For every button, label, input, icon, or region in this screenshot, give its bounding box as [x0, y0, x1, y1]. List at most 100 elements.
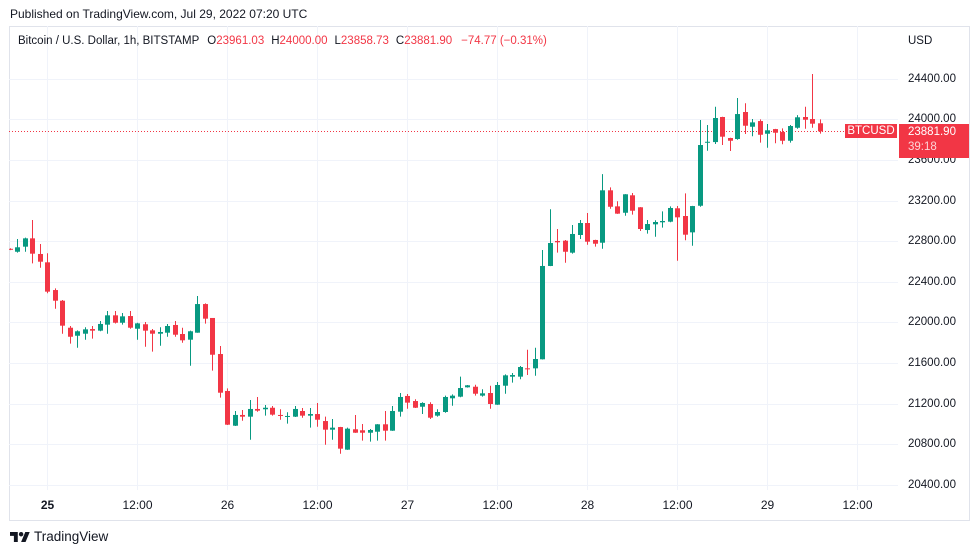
candle: [795, 115, 800, 129]
candle-body: [173, 324, 178, 335]
close-value: 23881.90: [404, 35, 453, 47]
brand-name: TradingView: [34, 529, 109, 544]
chart-frame: [9, 26, 970, 521]
candle: [765, 123, 770, 148]
candle-body: [540, 265, 545, 360]
candle: [705, 125, 710, 151]
candle-body: [38, 253, 43, 262]
candle-body: [705, 141, 710, 143]
candlestick-plot: [9, 26, 898, 490]
candle: [818, 119, 823, 134]
candle: [465, 384, 470, 388]
candle: [488, 385, 493, 409]
candle-body: [75, 331, 80, 336]
candle-body: [690, 206, 695, 233]
candle-body: [555, 240, 560, 243]
candle-body: [293, 408, 298, 417]
candle-body: [240, 414, 245, 417]
candle: [660, 211, 665, 228]
candle-body: [225, 390, 230, 425]
candle: [390, 406, 395, 431]
candle-body: [218, 354, 223, 393]
candle: [645, 219, 650, 234]
candle-body: [270, 407, 275, 415]
last-price-label: 23881.90 39:18: [899, 124, 969, 158]
candle-body: [578, 223, 583, 235]
candle-body: [548, 243, 553, 266]
candle-body: [9, 248, 13, 250]
tradingview-brand[interactable]: TradingView: [10, 529, 108, 545]
candle-body: [795, 117, 800, 128]
candle: [585, 213, 590, 245]
close-label: C: [395, 35, 405, 47]
candle: [788, 125, 793, 143]
price-tick-label: 24400.00: [908, 72, 956, 85]
candle-body: [780, 132, 785, 141]
candle-body: [330, 427, 335, 430]
candle: [128, 310, 133, 329]
candle-body: [278, 414, 283, 416]
candle: [728, 137, 733, 152]
candle: [113, 310, 118, 324]
candle: [773, 128, 778, 144]
candle: [308, 408, 313, 428]
candle: [653, 220, 658, 237]
candle-body: [398, 396, 403, 412]
candle-body: [495, 384, 500, 405]
candle-body: [443, 396, 448, 413]
candle-body: [473, 386, 478, 394]
candle: [300, 408, 305, 418]
candle: [503, 374, 508, 394]
candle: [278, 409, 283, 420]
candle-body: [788, 126, 793, 141]
candle-body: [713, 118, 718, 143]
candle-body: [263, 407, 268, 410]
candle-body: [525, 368, 530, 370]
candle: [758, 119, 763, 143]
candle: [45, 253, 50, 294]
candle: [90, 325, 95, 339]
candle-body: [98, 323, 103, 331]
candle-body: [413, 401, 418, 408]
candle-body: [488, 393, 493, 404]
time-tick-label: 12:00: [302, 498, 333, 512]
candle-body: [735, 114, 740, 140]
price-tick-label: 23200.00: [908, 194, 956, 207]
candle: [803, 106, 808, 129]
candle: [735, 98, 740, 140]
candle-body: [503, 375, 508, 386]
last-price-value: 23881.90: [908, 126, 956, 138]
time-tick-label: 27: [400, 498, 415, 512]
candle: [675, 206, 680, 261]
candle: [458, 376, 463, 398]
candle: [743, 103, 748, 135]
candle: [750, 119, 755, 137]
open-label: O: [207, 35, 217, 47]
time-tick-label: 29: [760, 498, 775, 512]
candle: [608, 187, 613, 209]
candle-body: [113, 315, 118, 323]
candle-body: [105, 315, 110, 325]
candle-body: [803, 116, 808, 120]
price-tick-label: 21600.00: [908, 357, 956, 370]
candles: [9, 74, 823, 454]
candle-body: [405, 395, 410, 403]
candle-body: [615, 206, 620, 214]
candle-body: [593, 239, 598, 244]
candle: [173, 321, 178, 337]
candle: [420, 402, 425, 415]
candle-body: [45, 262, 50, 292]
candle: [60, 299, 65, 334]
time-tick-label: 28: [580, 498, 595, 512]
candle: [225, 388, 230, 426]
candle: [428, 402, 433, 420]
price-tick-label: 20800.00: [908, 438, 956, 451]
low-label: L: [334, 35, 341, 47]
time-tick-label: 12:00: [122, 498, 153, 512]
candle-body: [338, 427, 343, 449]
candle: [683, 193, 688, 241]
candle-body: [608, 190, 613, 207]
price-axis-currency: USD: [908, 35, 933, 47]
candle-body: [120, 316, 125, 323]
candle: [525, 349, 530, 376]
